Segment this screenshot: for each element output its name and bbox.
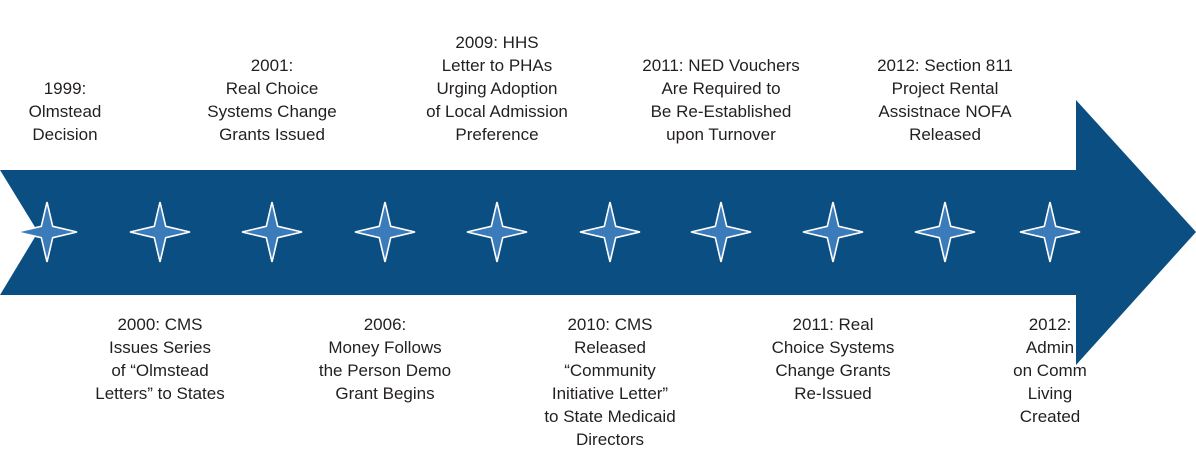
event-label: Preference — [455, 125, 538, 144]
event-label: on Comm — [1013, 361, 1087, 380]
event-label: 2012: — [1029, 315, 1072, 334]
event-label: Systems Change — [207, 102, 336, 121]
event-label: 2011: NED Vouchers — [642, 56, 800, 75]
event-label: Letter to PHAs — [442, 56, 553, 75]
star — [466, 201, 528, 263]
star — [802, 201, 864, 263]
event-label: Money Follows — [328, 338, 441, 357]
event-label: 2012: Section 811 — [877, 56, 1013, 75]
star — [914, 201, 976, 263]
event-label: Created — [1020, 407, 1080, 426]
event-label: Be Re-Established — [651, 102, 792, 121]
event-label: Re-Issued — [794, 384, 871, 403]
event-label: 2010: CMS — [567, 315, 652, 334]
event-label: Choice Systems — [772, 338, 895, 357]
event-label: Real Choice — [226, 79, 319, 98]
event-label: Decision — [32, 125, 97, 144]
event-label: the Person Demo — [319, 361, 451, 380]
event-label: to State Medicaid — [544, 407, 675, 426]
star — [690, 201, 752, 263]
event-label: Assistnace NOFA — [878, 102, 1012, 121]
star — [579, 201, 641, 263]
event-label: Project Rental — [892, 79, 999, 98]
star — [1019, 201, 1081, 263]
event-label: 2000: CMS — [117, 315, 202, 334]
event-label: 2011: Real — [793, 315, 874, 334]
event-label: 1999: — [44, 79, 87, 98]
event-label: Admin — [1026, 338, 1074, 357]
star — [129, 201, 191, 263]
event-label: Are Required to — [661, 79, 780, 98]
event-label: Urging Adoption — [437, 79, 558, 98]
event-label: Issues Series — [109, 338, 211, 357]
event-label: Released — [909, 125, 981, 144]
event-label: Released — [574, 338, 646, 357]
star — [16, 201, 78, 263]
event-label: Grants Issued — [219, 125, 325, 144]
event-label: Letters” to States — [95, 384, 224, 403]
star — [354, 201, 416, 263]
event-label: Change Grants — [775, 361, 890, 380]
event-label: Living — [1028, 384, 1072, 403]
event-label: of “Olmstead — [111, 361, 208, 380]
event-label: 2009: HHS — [455, 33, 538, 52]
star — [241, 201, 303, 263]
event-label: Grant Begins — [335, 384, 434, 403]
event-label: Initiative Letter” — [552, 384, 669, 403]
event-label: “Community — [564, 361, 656, 380]
event-label: Directors — [576, 430, 644, 449]
event-label: 2006: — [364, 315, 407, 334]
event-label: 2001: — [251, 56, 294, 75]
event-label: of Local Admission — [426, 102, 568, 121]
event-label: upon Turnover — [666, 125, 776, 144]
event-label: Olmstead — [29, 102, 102, 121]
